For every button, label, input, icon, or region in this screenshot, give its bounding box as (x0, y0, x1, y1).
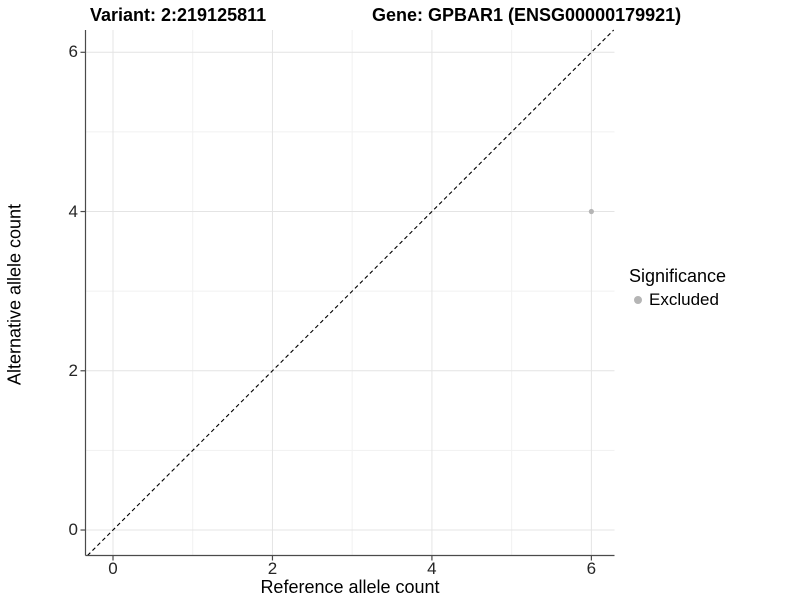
legend: Significance Excluded (629, 266, 726, 310)
x-axis-title: Reference allele count (260, 577, 440, 597)
excluded-point-icon (634, 296, 642, 304)
x-tick-label: 0 (108, 559, 118, 578)
y-tick-label: 4 (68, 201, 78, 221)
legend-item-excluded: Excluded (629, 290, 726, 310)
legend-item-label: Excluded (649, 290, 719, 309)
gene-title: Gene: GPBAR1 (ENSG00000179921) (372, 5, 682, 25)
y-tick-label: 0 (68, 520, 78, 540)
legend-title: Significance (629, 266, 727, 286)
x-tick-label: 2 (267, 559, 278, 578)
variant-title: Variant: 2:219125811 (90, 5, 267, 25)
identity-reference-line (87, 29, 615, 556)
data-point-excluded (588, 208, 594, 215)
x-tick-label: 4 (427, 559, 437, 578)
y-tick-label: 2 (68, 360, 78, 380)
y-axis-title: Alternative allele count (4, 203, 25, 386)
y-tick-label: 6 (68, 42, 78, 62)
x-tick-label: 6 (586, 559, 597, 578)
